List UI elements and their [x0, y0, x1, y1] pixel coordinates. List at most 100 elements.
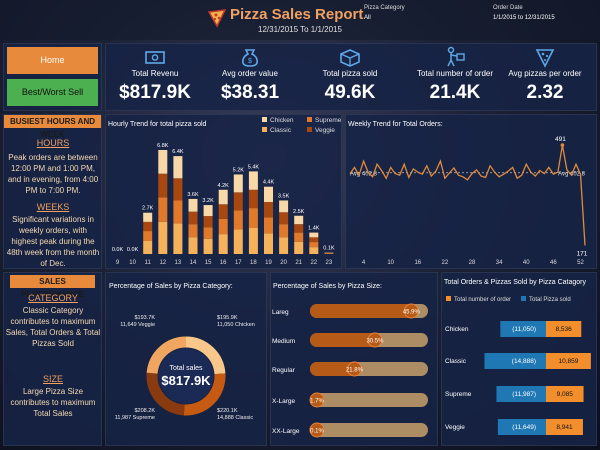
- hourly-bar-segment: [158, 197, 168, 222]
- hourly-data-label: 3.5K: [278, 193, 290, 199]
- donut-center-value: $817.9K: [161, 373, 211, 388]
- hourly-bar-segment: [309, 242, 319, 248]
- orders-pizzas-bar-chart: Total number of order Total Pizza sold Chi…: [445, 296, 591, 435]
- weekly-chart-title: Weekly Trend for Total Orders:: [348, 121, 443, 128]
- hourly-bar-segment: [264, 202, 273, 218]
- weekly-tick-label: 4: [362, 260, 366, 266]
- hourly-bar-segment: [279, 237, 289, 254]
- busiest-panel: [3, 114, 102, 269]
- hourly-bar-segment: [203, 238, 213, 254]
- legend-label: Supreme: [315, 117, 342, 124]
- size-bar-label: 21.8%: [346, 368, 364, 374]
- orders-bar: [484, 353, 546, 369]
- date-filter-label: Order Date: [493, 5, 523, 11]
- low-label: 171: [577, 250, 588, 257]
- kpi-value: $38.31: [220, 82, 280, 103]
- hourly-bar-segment: [218, 189, 228, 205]
- hourly-data-label: 3.2K: [202, 198, 214, 204]
- hourly-data-label: 6.4K: [172, 149, 184, 155]
- legend-label: Classic: [270, 127, 292, 134]
- size-bar-fill: [310, 393, 324, 407]
- size-bar-chart: Lareg 45.9% Medium 30.5% Regular 21.8% X-Large…: [272, 303, 428, 438]
- hourly-bar-segment: [233, 174, 243, 193]
- hourly-bar-segment: [279, 200, 289, 213]
- hourly-data-label: 6.8K: [157, 143, 169, 149]
- hourly-tick-label: 21: [295, 260, 302, 266]
- orders-bar-label: (11,649): [512, 424, 536, 431]
- pizzas-bar-label: 8,536: [556, 326, 573, 333]
- donut-slice-orders: 14,888 Classic: [217, 415, 253, 421]
- hourly-bar-segment: [143, 221, 153, 232]
- hourly-bar-segment: [173, 223, 183, 254]
- size-chart-panel: [270, 272, 438, 446]
- hourly-bar-segment: [158, 221, 168, 254]
- hourly-data-label: 5.2K: [233, 167, 245, 173]
- weekly-tick-label: 16: [414, 260, 421, 266]
- kpi-label: Total Revenu: [131, 69, 179, 78]
- average-label-left: Avg 402.8: [350, 172, 378, 178]
- legend-label: Total number of order: [454, 297, 511, 303]
- hourly-data-label: 4.2K: [218, 183, 230, 189]
- weekly-tick-label: 10: [387, 260, 394, 266]
- date-filter-input[interactable]: 1/1/2015 to 12/31/2015: [493, 15, 555, 21]
- donut-slice-orders: 11,649 Veggie: [120, 322, 155, 328]
- hourly-tick-label: 15: [205, 260, 212, 266]
- orders-bar: [497, 419, 546, 435]
- kpi-panel: [105, 43, 597, 111]
- kpi-value: 21.4K: [429, 82, 481, 103]
- best-worst-sell-button[interactable]: Best/Worst Sell: [7, 79, 98, 106]
- sales-performance-panel: [3, 272, 102, 446]
- hourly-bar-segment: [294, 224, 304, 233]
- hourly-tick-label: 11: [145, 260, 152, 266]
- hourly-tick-label: 20: [280, 260, 287, 266]
- orders-bar: [500, 321, 546, 337]
- orders-bar-label: (14,888): [512, 358, 536, 365]
- money-icon: [143, 45, 167, 69]
- hourly-bar-segment: [248, 228, 258, 254]
- hourly-bar-segment: [143, 241, 153, 254]
- hourly-bar-segment: [294, 215, 304, 225]
- kpi-label: Total number of order: [416, 69, 494, 78]
- weekly-tick-label: 28: [469, 260, 476, 266]
- pizzas-bar-label: 10,859: [558, 358, 578, 365]
- weekly-tick-label: 40: [523, 260, 530, 266]
- page-title: Pizza Sales Report: [230, 6, 364, 23]
- weekly-orders-line: [349, 144, 586, 246]
- hourly-bar-segment: [158, 150, 168, 174]
- legend-swatch: [307, 127, 312, 132]
- size-bar-label: 0.1%: [310, 429, 324, 435]
- orders-bar: [496, 386, 546, 402]
- orders-bar-label: (11,050): [512, 326, 536, 333]
- hourly-bar-segment: [173, 156, 183, 179]
- hourly-data-label: 1.4K: [308, 226, 320, 232]
- category-filter-dropdown[interactable]: All: [364, 15, 371, 21]
- size-title: SIZE: [42, 374, 63, 384]
- hourly-tick-label: 10: [129, 260, 136, 266]
- size-category-label: XX-Large: [272, 428, 300, 435]
- size-text: Large Pizza Size contributes to maximum …: [10, 387, 96, 418]
- hourly-data-label: 2.5K: [293, 209, 305, 215]
- peak-label: 491: [555, 136, 566, 143]
- orders-category-label: Veggie: [445, 424, 465, 431]
- kpi-label: Avg pizzas per order: [508, 69, 582, 78]
- donut-center-label: Total sales: [169, 365, 203, 372]
- peak-point: [560, 143, 565, 147]
- hourly-tick-label: 9: [116, 260, 120, 266]
- donut-slice-value: $208.2K: [135, 408, 156, 414]
- home-button[interactable]: Home: [7, 47, 98, 74]
- category-title: CATEGORY: [28, 293, 78, 303]
- donut-slice: [146, 372, 185, 416]
- category-donut-panel: [105, 272, 267, 446]
- donut-slice-value: $220.1K: [217, 408, 238, 414]
- hourly-data-label: 3.6K: [187, 192, 199, 198]
- hourly-bar-segment: [294, 241, 304, 254]
- hourly-bar-segment: [188, 224, 198, 238]
- size-bar-marker: [309, 422, 325, 438]
- size-bar-label: 30.5%: [366, 339, 384, 345]
- size-bar-fill: [310, 304, 419, 318]
- pizza-box-icon: [338, 45, 362, 69]
- pizzas-bar-label: 9,085: [557, 391, 574, 398]
- pizzas-bar: [546, 419, 583, 435]
- pizza-slice-icon: [533, 45, 557, 69]
- donut-slice: [146, 336, 187, 374]
